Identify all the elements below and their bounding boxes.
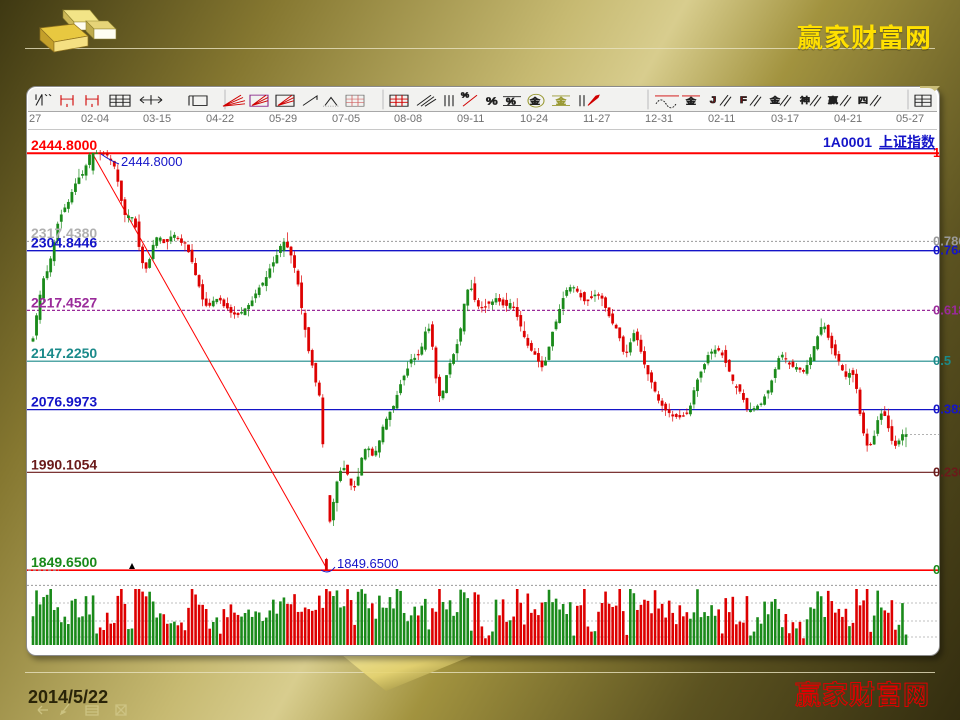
svg-text:2444.8000: 2444.8000 — [121, 154, 182, 169]
svg-text:0.618: 0.618 — [933, 302, 960, 317]
svg-text:上证指数: 上证指数 — [879, 132, 935, 152]
svg-text:2076.9973: 2076.9973 — [31, 394, 97, 410]
svg-text:1849.6500: 1849.6500 — [337, 556, 398, 571]
svg-text:1849.6500: 1849.6500 — [31, 554, 97, 570]
svg-text:2147.2250: 2147.2250 — [31, 345, 97, 361]
svg-text:2304.8446: 2304.8446 — [31, 235, 97, 251]
svg-text:2217.4527: 2217.4527 — [31, 294, 97, 310]
svg-text:0.236: 0.236 — [933, 464, 960, 479]
svg-text:0.382: 0.382 — [933, 402, 960, 417]
svg-text:1A0001: 1A0001 — [823, 134, 872, 150]
svg-text:1990.1054: 1990.1054 — [31, 456, 97, 472]
svg-text:0: 0 — [933, 562, 940, 577]
svg-text:0.5: 0.5 — [933, 353, 951, 368]
svg-text:2444.8000: 2444.8000 — [31, 137, 97, 153]
svg-text:0.764: 0.764 — [933, 243, 960, 258]
